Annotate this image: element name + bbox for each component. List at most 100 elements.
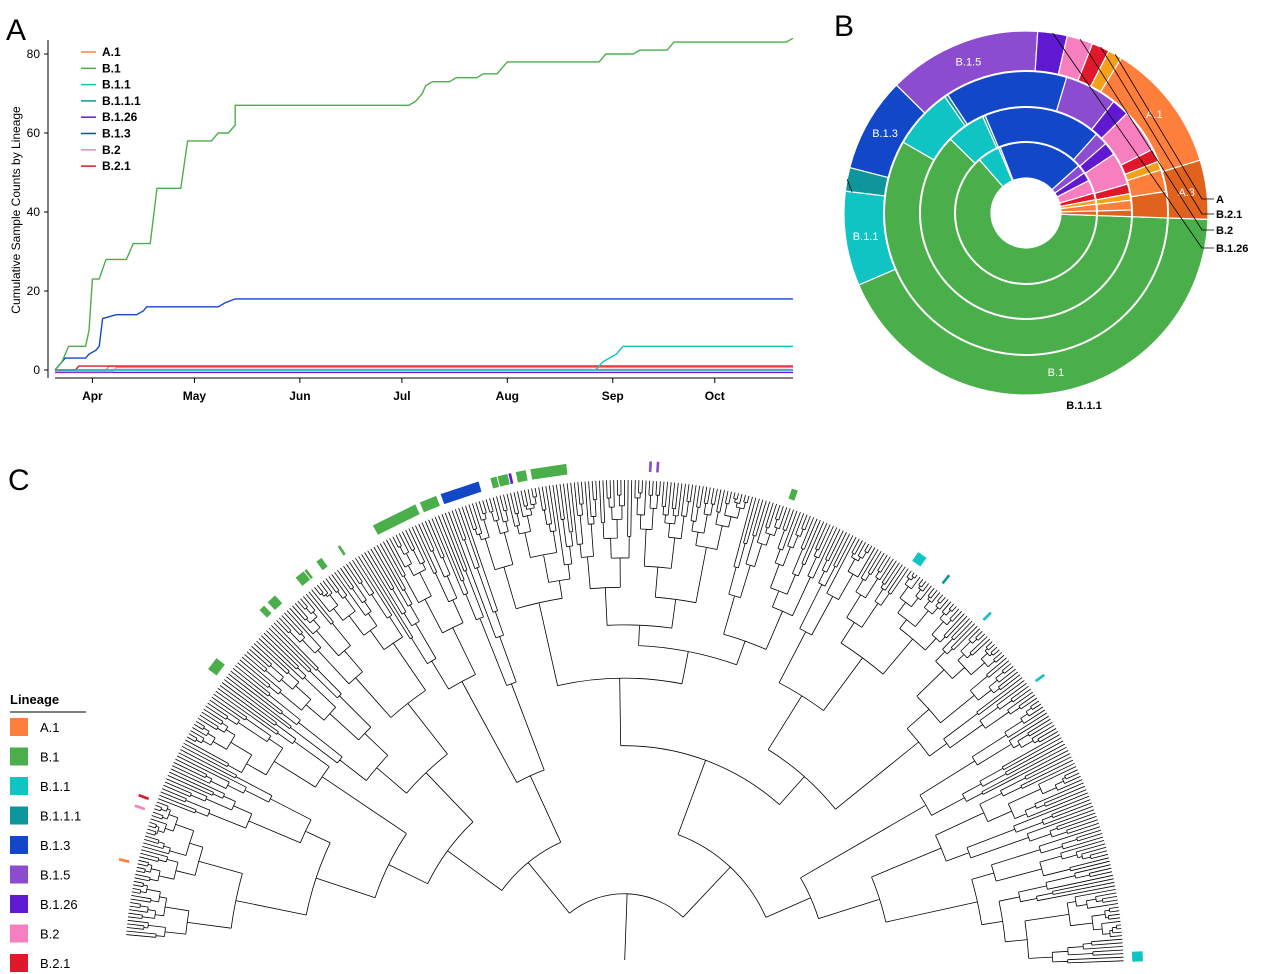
tip-mark-B-1-5 — [656, 461, 660, 473]
panel-b-letter: B — [834, 10, 854, 43]
legend-label: B.2.1 — [40, 956, 70, 971]
leader-line — [1114, 54, 1214, 200]
leader-line — [1100, 46, 1214, 215]
leader-line — [846, 179, 853, 193]
tip-mark-B-1 — [259, 605, 272, 618]
tip-mark-A-1 — [118, 857, 130, 864]
legend-label: B.1 — [40, 750, 60, 765]
tree-branch-path — [126, 479, 1124, 964]
x-tick-label: May — [183, 389, 207, 403]
legend-label: B.1.1 — [102, 78, 131, 92]
legend-label: B.1.26 — [40, 897, 78, 912]
tip-mark-B-1 — [788, 488, 798, 501]
tip-mark-B-1-5 — [648, 461, 652, 473]
tip-mark-B-1 — [208, 658, 225, 676]
lineage-sunburst: A.3A.1B.1.5B.1.3B.1.1B.1AB.2.1B.2B.1.26B… — [843, 30, 1248, 412]
y-axis-title: Cumulative Sample Counts by Lineage — [9, 106, 23, 314]
legend-label: B.2 — [40, 927, 60, 942]
x-tick-label: Sep — [602, 389, 624, 403]
tip-mark-B-1 — [515, 470, 528, 483]
tree-branches — [126, 479, 1124, 964]
legend-swatch — [10, 865, 28, 884]
tip-mark-B-1-1 — [1131, 951, 1143, 962]
tip-mark-B-1 — [316, 557, 328, 571]
panel-a-letter: A — [6, 14, 26, 47]
legend-label: B.1.26 — [102, 110, 138, 124]
legend-label: B.1.1 — [40, 779, 70, 794]
sunburst-label: B.1.3 — [872, 128, 898, 140]
x-tick-label: Jun — [289, 389, 310, 403]
tip-mark-B-2-1 — [138, 793, 150, 801]
sunburst-label: B.1.5 — [956, 57, 982, 69]
tip-mark-B-1 — [490, 476, 500, 489]
tip-mark-B-1 — [304, 569, 313, 580]
legend-label: B.2 — [102, 143, 121, 157]
legend-label: A.1 — [40, 720, 60, 735]
sunburst-label: B.1.1 — [853, 231, 879, 243]
y-tick-label: 60 — [27, 126, 41, 140]
legend-swatch — [10, 747, 28, 766]
sunburst-segment-A-3 — [1060, 210, 1098, 217]
sunburst-label: B.1 — [1048, 367, 1065, 379]
leader-line — [1079, 39, 1214, 231]
x-tick-label: Aug — [496, 389, 519, 403]
legend-label: B.1.5 — [40, 868, 70, 883]
tip-mark-B-1 — [337, 545, 346, 556]
tip-mark-B-2 — [134, 804, 146, 811]
legend-swatch — [10, 924, 28, 943]
tip-mark-B-1 — [372, 504, 420, 535]
y-tick-label: 40 — [27, 205, 41, 219]
legend-swatch — [10, 806, 28, 825]
x-tick-label: Oct — [705, 389, 725, 403]
series-line-B-1-3 — [54, 298, 793, 371]
tip-mark-B-1-1 — [1034, 673, 1045, 683]
y-tick-label: 80 — [27, 47, 41, 61]
tip-mark-B-1-26 — [508, 473, 514, 485]
legend-swatch — [10, 895, 28, 913]
ring-separator — [919, 106, 1133, 320]
leader-line — [1052, 32, 1214, 249]
series-line-B-1 — [54, 37, 794, 371]
sunburst-external-label: B.1.26 — [1216, 243, 1248, 255]
panel-c-letter: C — [8, 464, 30, 497]
legend-swatch — [10, 777, 28, 795]
ring-separator — [883, 70, 1169, 356]
tip-mark-B-1-3 — [440, 481, 482, 505]
tip-mark-B-1-1 — [982, 611, 992, 621]
legend-title: Lineage — [10, 692, 59, 707]
cumulative-line-chart: 0 20 40 60 80 Apr May Jun Jul Aug Sep Oct Cumulativ… — [9, 37, 794, 403]
sunburst-external-label: B.1.1.1 — [1066, 400, 1101, 412]
sunburst-external-label: B.2 — [1216, 225, 1233, 237]
tip-mark-B-1-1-1 — [941, 574, 951, 585]
lineage-legend: Lineage A.1 B.1 B.1.1 B.1.1.1 B.1.3 B.1.5 B.1.… — [10, 692, 86, 972]
legend-label: B.1 — [102, 61, 121, 75]
legend-label: A.1 — [102, 45, 121, 59]
legend-label: B.1.1.1 — [40, 809, 81, 824]
tip-mark-B-1-1 — [912, 552, 927, 567]
tip-mark-B-1 — [419, 495, 440, 513]
sunburst-external-label: B.2.1 — [1216, 209, 1242, 221]
legend-swatch — [10, 718, 28, 736]
legend-label: B.1.1.1 — [102, 94, 141, 108]
tip-mark-B-1 — [295, 571, 311, 586]
series-lines — [54, 37, 794, 374]
legend-swatch — [10, 836, 28, 854]
tip-mark-B-1 — [530, 463, 568, 480]
legend-label: B.2.1 — [102, 159, 131, 173]
y-tick-label: 20 — [27, 284, 41, 298]
series-line-B-1-1 — [55, 345, 793, 371]
ring-separator — [954, 141, 1098, 285]
sunburst-external-label: A — [1216, 194, 1224, 206]
tip-mark-B-1 — [497, 473, 510, 487]
tip-mark-B-1 — [267, 595, 283, 611]
phylogenetic-tree — [118, 461, 1143, 964]
chart-axes: 0 20 40 60 80 Apr May Jun Jul Aug Sep Oct — [27, 40, 793, 403]
legend-swatch — [10, 954, 28, 972]
legend-label: B.1.3 — [102, 127, 131, 141]
sunburst-segment-A-3 — [1096, 209, 1133, 218]
tip-marks — [118, 461, 1143, 962]
legend-label: B.1.3 — [40, 838, 70, 853]
chart-legend: A.1 B.1 B.1.1 B.1.1.1 B.1.26 B.1.3 B.2 B.2.1 — [81, 45, 141, 173]
x-tick-label: Jul — [393, 389, 410, 403]
